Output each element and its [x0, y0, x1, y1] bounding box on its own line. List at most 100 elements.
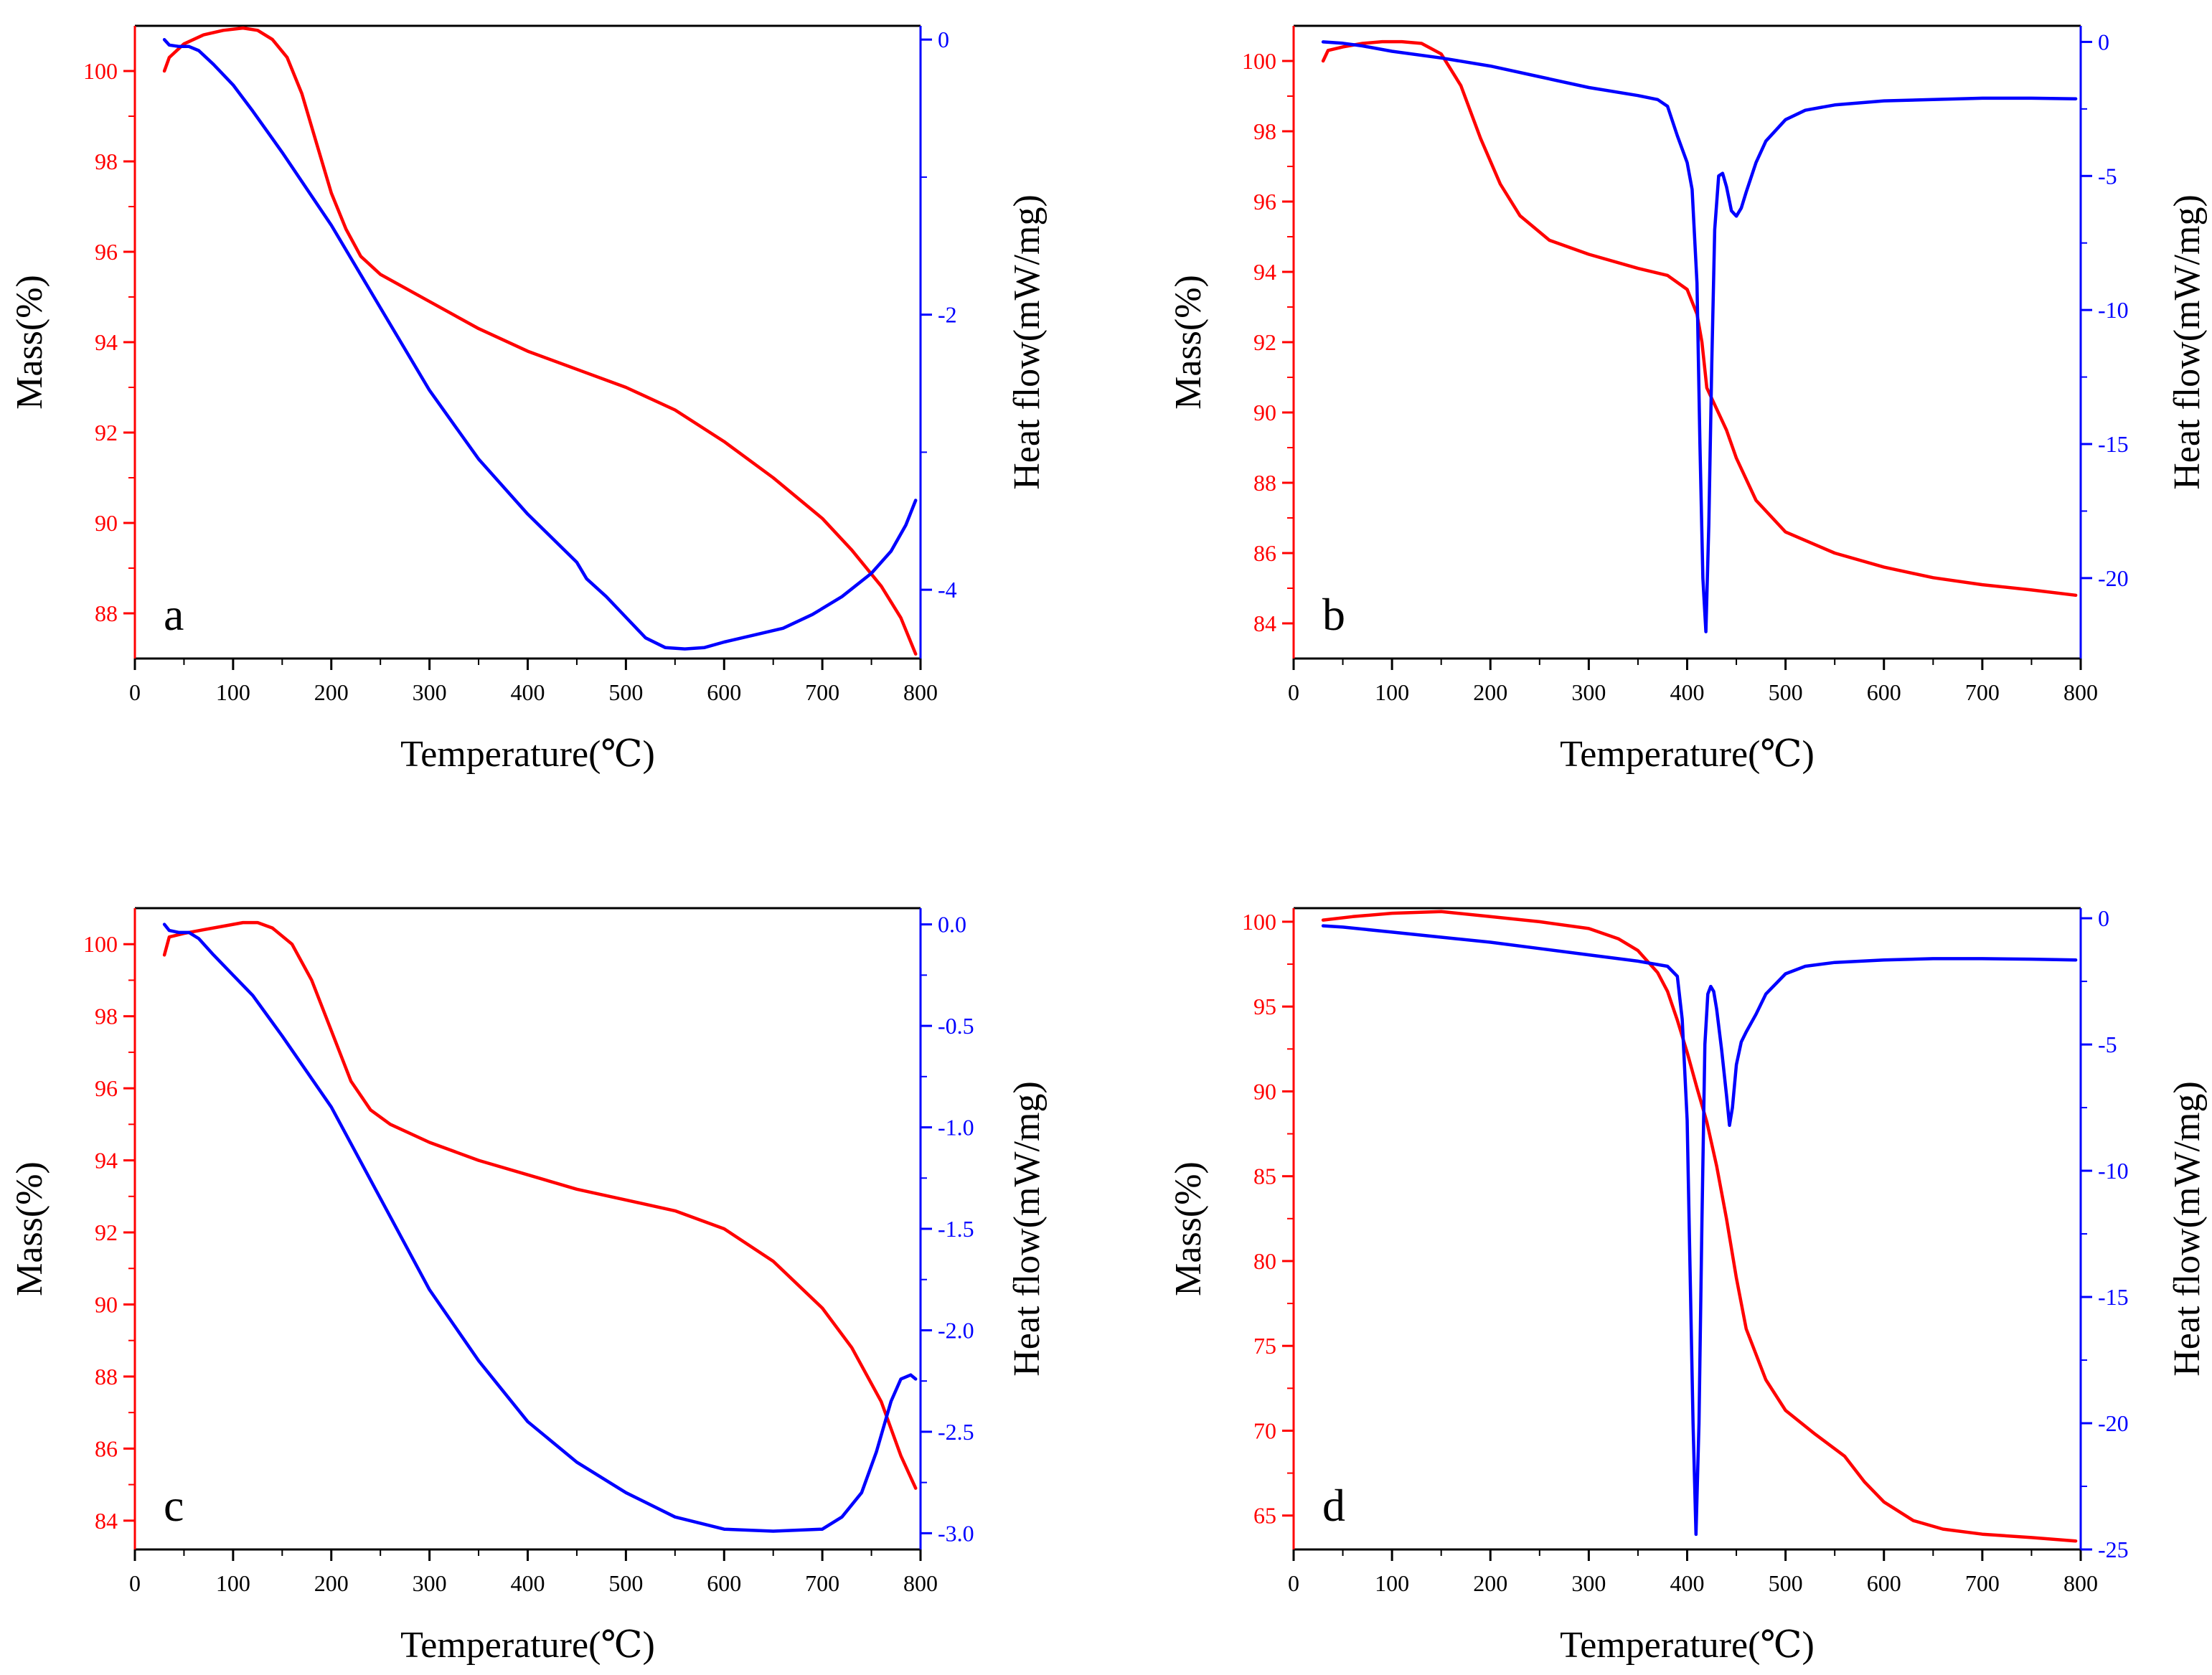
mass-curve [1321, 910, 2078, 1543]
right-y-tick-label: -1.5 [938, 1216, 974, 1242]
left-y-tick-label: 86 [1253, 540, 1276, 566]
right-y-tick-label: -2.5 [938, 1419, 974, 1445]
left-y-tick-label: 65 [1253, 1503, 1276, 1529]
mass-curve [1321, 39, 2078, 598]
left-y-tick-label: 96 [95, 239, 118, 265]
x-tick-label: 400 [1670, 1570, 1705, 1596]
panel-c: 0 100 200 300 400 500 600 700 800 84 86 88 90 92 94 96 9… [9, 907, 1048, 1666]
left-y-tick-label: 70 [1253, 1417, 1276, 1443]
panel-b: 0 100 200 300 400 500 600 700 800 84 86 88 90 92 94 96 9… [1168, 24, 2208, 775]
left-y-axis-title: Mass(%) [1168, 275, 1209, 410]
left-y-tick-label: 98 [1253, 118, 1276, 144]
right-y-tick-label: -20 [2098, 565, 2129, 591]
x-tick-label: 600 [1867, 679, 1901, 705]
right-y-tick-label: 0 [2098, 29, 2109, 55]
right-y-tick-label: -3.0 [938, 1520, 974, 1546]
left-y-tick-label: 100 [83, 931, 118, 957]
left-y-tick-label: 88 [95, 600, 118, 626]
left-y-tick-label: 88 [95, 1364, 118, 1389]
right-y-axis-title: Heat flow(mW/mg) [1007, 1081, 1048, 1377]
right-y-tick-label: -1.0 [938, 1115, 974, 1141]
right-y-tick-label: -0.5 [938, 1013, 974, 1039]
x-tick-label: 800 [2063, 679, 2098, 705]
left-y-tick-label: 90 [95, 510, 118, 536]
right-y-tick-label: 0 [2098, 905, 2109, 931]
panel-label: c [164, 1480, 184, 1531]
x-tick-label: 300 [413, 679, 447, 705]
right-y-tick-label: -2 [938, 302, 957, 328]
x-tick-label: 700 [805, 679, 839, 705]
mass-curve [162, 26, 918, 656]
left-y-tick-label: 94 [95, 329, 118, 355]
left-y-tick-label: 80 [1253, 1248, 1276, 1274]
x-tick-label: 600 [1867, 1570, 1901, 1596]
x-tick-label: 600 [707, 1570, 741, 1596]
left-y-tick-label: 94 [95, 1148, 118, 1174]
heat-flow-curve [162, 37, 918, 651]
x-tick-label: 200 [314, 1570, 349, 1596]
left-y-tick-label: 90 [1253, 400, 1276, 425]
x-tick-label: 0 [1288, 1570, 1299, 1596]
left-y-tick-label: 88 [1253, 470, 1276, 496]
x-tick-label: 500 [608, 679, 643, 705]
x-tick-label: 800 [2063, 1570, 2098, 1596]
panel-d: 0 100 200 300 400 500 600 700 800 65 70 75 80 85 90 95 1… [1168, 905, 2208, 1666]
panel-label: a [164, 589, 184, 640]
right-y-tick-label: -15 [2098, 431, 2129, 457]
left-y-tick-label: 100 [1242, 48, 1276, 74]
x-tick-label: 700 [805, 1570, 839, 1596]
x-tick-label: 200 [314, 679, 349, 705]
x-tick-label: 300 [413, 1570, 447, 1596]
left-y-axis-title: Mass(%) [1168, 1161, 1209, 1296]
heat-flow-curve [162, 923, 918, 1533]
right-y-tick-label: -15 [2098, 1284, 2129, 1310]
x-axis-title: Temperature(℃) [1560, 1625, 1815, 1666]
x-axis-title: Temperature(℃) [1560, 734, 1815, 775]
heat-flow-curve [1321, 40, 2078, 633]
left-y-tick-label: 92 [95, 1219, 118, 1245]
left-y-tick-label: 75 [1253, 1333, 1276, 1359]
right-y-tick-label: -20 [2098, 1410, 2129, 1436]
x-tick-label: 300 [1571, 1570, 1606, 1596]
panel-a: 0 100 200 300 400 500 600 700 800 88 90 92 94 96 98 100… [9, 24, 1048, 775]
left-y-tick-label: 94 [1253, 259, 1276, 285]
x-tick-label: 500 [608, 1570, 643, 1596]
right-y-axis-title: Heat flow(mW/mg) [1007, 194, 1048, 490]
x-tick-label: 400 [1670, 679, 1705, 705]
right-y-axis-title: Heat flow(mW/mg) [2167, 194, 2208, 490]
x-axis-title: Temperature(℃) [400, 1625, 655, 1666]
x-tick-label: 100 [216, 1570, 250, 1596]
right-y-tick-label: -25 [2098, 1537, 2129, 1562]
x-tick-label: 500 [1769, 679, 1803, 705]
panel-label: b [1322, 589, 1345, 640]
right-y-tick-label: -2.0 [938, 1317, 974, 1343]
x-axis-title: Temperature(℃) [400, 734, 655, 775]
x-tick-label: 200 [1473, 1570, 1507, 1596]
left-y-tick-label: 100 [83, 58, 118, 84]
right-y-tick-label: 0 [938, 27, 949, 52]
left-y-tick-label: 90 [1253, 1078, 1276, 1104]
left-y-tick-label: 84 [1253, 610, 1276, 636]
left-y-tick-label: 98 [95, 1004, 118, 1029]
left-y-axis-title: Mass(%) [9, 275, 50, 410]
heat-flow-curve [1321, 924, 2078, 1537]
left-y-tick-label: 92 [1253, 329, 1276, 355]
right-y-tick-label: -5 [2098, 163, 2117, 189]
right-y-tick-label: -5 [2098, 1032, 2117, 1057]
right-y-tick-label: -10 [2098, 297, 2129, 323]
left-y-tick-label: 86 [95, 1435, 118, 1461]
mass-curve [162, 920, 918, 1490]
right-y-tick-label: -4 [938, 577, 957, 603]
x-tick-label: 400 [511, 679, 545, 705]
left-y-tick-label: 92 [95, 420, 118, 445]
left-y-tick-label: 100 [1242, 909, 1276, 935]
x-tick-label: 0 [1288, 679, 1299, 705]
x-tick-label: 700 [1965, 679, 2000, 705]
x-tick-label: 700 [1965, 1570, 2000, 1596]
x-tick-label: 600 [707, 679, 741, 705]
left-y-tick-label: 96 [1253, 189, 1276, 214]
left-y-tick-label: 95 [1253, 994, 1276, 1019]
x-tick-label: 100 [216, 679, 250, 705]
right-y-tick-label: -10 [2098, 1158, 2129, 1184]
